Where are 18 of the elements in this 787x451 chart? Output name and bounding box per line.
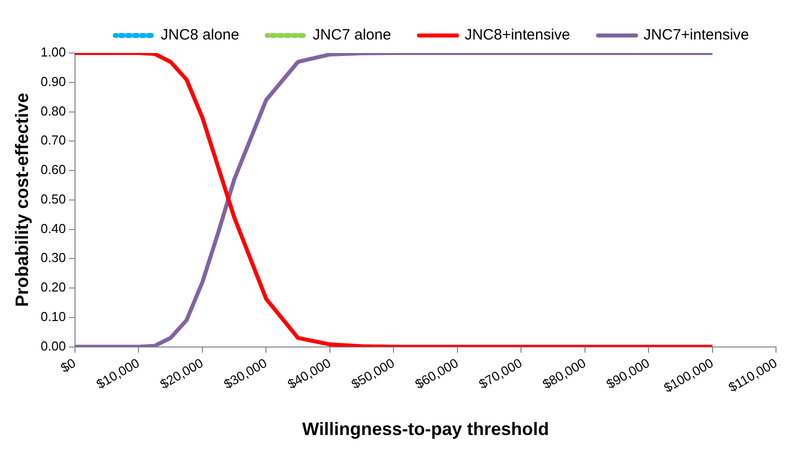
legend-label: JNC8+intensive (464, 26, 570, 44)
y-tick-label: 0.80 (40, 103, 66, 118)
legend-label: JNC8 alone (160, 26, 240, 44)
y-tick-label: 0.60 (40, 162, 66, 178)
y-tick-label: 0.50 (40, 191, 66, 206)
y-tick-label: 0.20 (40, 280, 66, 295)
y-tick-label: 0.10 (40, 308, 66, 324)
y-tick-label: 0.90 (40, 74, 66, 89)
y-tick-label: 1.00 (40, 44, 66, 60)
y-tick-label: 0.00 (40, 338, 66, 354)
legend-label: JNC7 alone (312, 26, 392, 44)
y-axis-title: Probability cost-effective (12, 92, 32, 307)
y-tick-label: 0.70 (40, 132, 66, 148)
y-tick-label: 0.30 (40, 250, 66, 266)
x-axis-title: Willingness-to-pay threshold (302, 419, 549, 440)
x-tick-label: $0 (58, 355, 78, 376)
y-tick-label: 0.40 (40, 220, 66, 236)
legend-label: JNC7+intensive (644, 26, 749, 44)
